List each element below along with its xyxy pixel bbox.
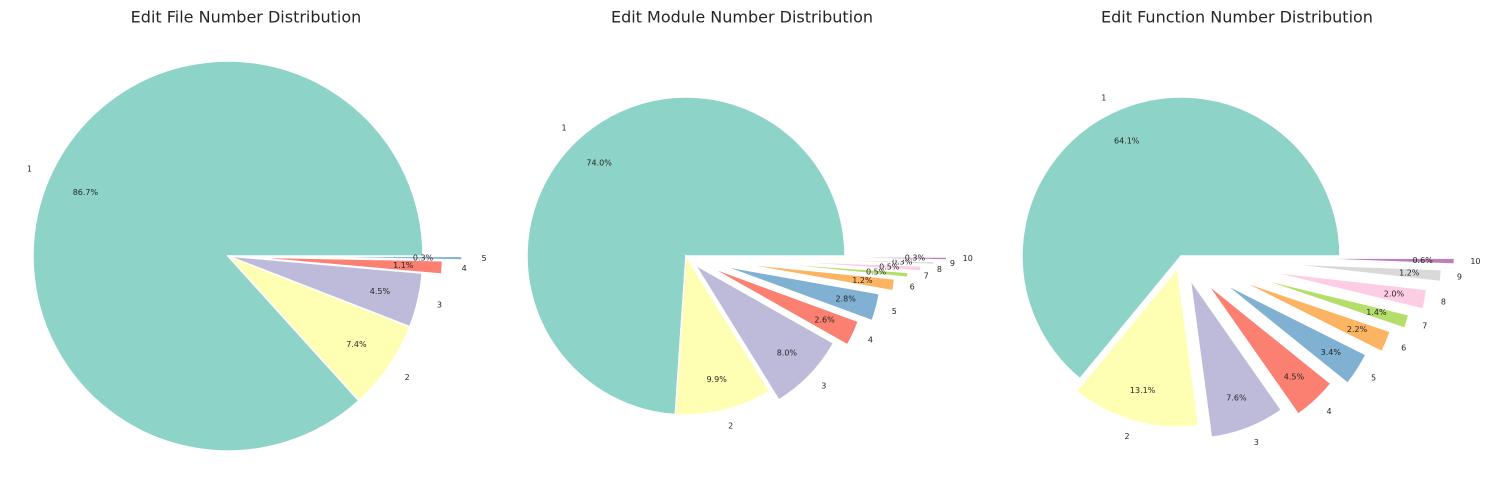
slice-label: 9 (1457, 272, 1462, 281)
pct-label: 7.4% (346, 340, 367, 349)
pct-label: 0.3% (905, 254, 926, 263)
slice-label: 10 (1470, 257, 1480, 266)
chart-title: Edit File Number Distribution (131, 8, 362, 27)
pie-slice (1268, 270, 1428, 311)
pie-slice (674, 253, 771, 416)
pie-slice (1223, 282, 1367, 385)
pct-label: 13.1% (1130, 386, 1156, 395)
slice-label: 6 (1401, 343, 1406, 352)
pct-label: 1.2% (852, 276, 873, 285)
pie-slice (1206, 283, 1332, 416)
pie-slice (722, 265, 881, 322)
slice-label: 3 (1254, 438, 1259, 447)
pie-slice (1021, 96, 1341, 380)
pie-slice (1254, 276, 1410, 330)
pie-slice (1282, 262, 1443, 283)
pct-label: 4.5% (1284, 372, 1305, 381)
slice-label: 6 (910, 283, 915, 292)
slice-label: 2 (728, 421, 733, 430)
pct-label: 2.6% (814, 316, 835, 325)
slice-label: 2 (1124, 432, 1129, 441)
chart-title: Edit Module Number Distribution (611, 8, 873, 27)
chart-title: Edit Function Number Distribution (1101, 8, 1373, 27)
pct-label: 9.9% (706, 375, 727, 384)
slice-label: 1 (1101, 93, 1106, 102)
pct-label: 4.5% (370, 287, 391, 296)
pct-label: 0.6% (1412, 256, 1433, 265)
pie-slice (749, 260, 909, 279)
pie-slice (266, 255, 463, 261)
pct-label: 2.0% (1384, 289, 1405, 298)
pct-label: 1.1% (393, 261, 414, 270)
slice-label: 3 (821, 382, 826, 391)
slice-label: 8 (937, 265, 942, 274)
pie-slice (774, 257, 935, 266)
slice-label: 5 (892, 307, 897, 316)
pct-label: 0.3% (413, 253, 434, 262)
pie-slice (1189, 279, 1283, 439)
slice-label: 7 (924, 272, 929, 281)
pie-slice (1295, 257, 1456, 265)
slice-label: 5 (1371, 374, 1376, 383)
pie-slice (694, 264, 835, 402)
slice-label: 4 (1326, 407, 1331, 416)
slice-label: 1 (561, 124, 566, 133)
pie-slice (247, 256, 444, 275)
slice-label: 10 (963, 254, 973, 263)
pct-label: 1.4% (1366, 308, 1387, 317)
slice-label: 7 (1422, 322, 1427, 331)
pie-slice (1239, 279, 1392, 353)
slice-label: 1 (27, 164, 32, 173)
pct-label: 86.7% (73, 188, 99, 197)
slice-label: 5 (481, 254, 486, 263)
pct-label: 64.1% (1114, 136, 1140, 145)
pct-label: 0.5% (866, 268, 887, 277)
slice-label: 4 (868, 336, 873, 345)
pie-slice (762, 259, 922, 272)
pie-slice (1075, 266, 1200, 428)
slice-label: 3 (437, 300, 442, 309)
pct-label: 0.5% (879, 262, 900, 271)
pie-slice (736, 262, 896, 292)
pct-label: 3.4% (1321, 348, 1342, 357)
pct-label: 0.3% (892, 258, 913, 267)
pct-label: 2.8% (835, 295, 856, 304)
slice-label: 4 (462, 264, 467, 273)
pct-label: 1.2% (1399, 269, 1420, 278)
pie-slice (787, 256, 948, 261)
pct-label: 7.6% (1226, 394, 1247, 403)
slice-label: 2 (405, 373, 410, 382)
slice-label: 9 (950, 259, 955, 268)
pct-label: 74.0% (586, 159, 612, 168)
slice-label: 8 (1441, 298, 1446, 307)
pct-label: 2.2% (1347, 325, 1368, 334)
pie-slice (708, 265, 860, 346)
pct-label: 8.0% (777, 348, 798, 357)
